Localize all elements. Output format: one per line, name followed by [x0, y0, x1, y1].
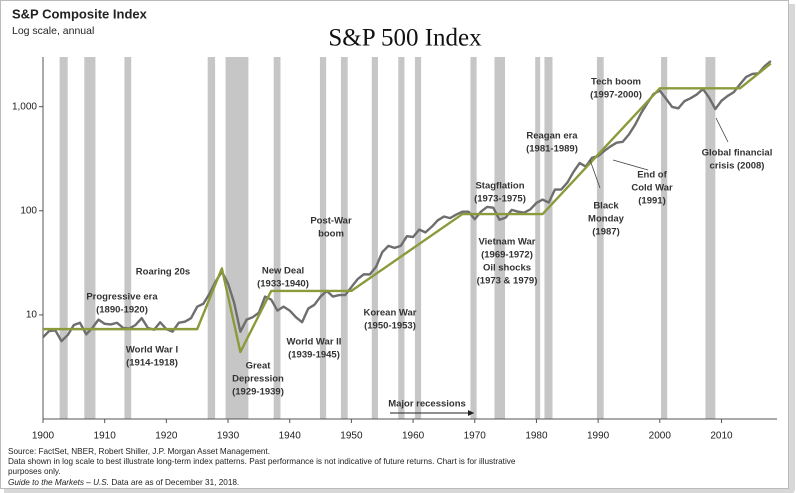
frame-shadow — [4, 489, 794, 493]
annotation: Tech boom — [591, 77, 641, 88]
annotation: Global financial — [702, 148, 773, 159]
x-tick-label: 1900 — [32, 431, 55, 442]
annotation: (1890-1920) — [96, 305, 148, 316]
footer-line: Guide to the Markets – U.S. Data are as … — [8, 478, 239, 487]
recession-band — [124, 57, 132, 419]
recession-band — [414, 57, 422, 419]
annotation: Reagan era — [526, 131, 578, 142]
annotation: Major recessions — [388, 399, 466, 410]
x-tick-label: 1970 — [464, 431, 487, 442]
annotation: (1933-1940) — [257, 279, 309, 290]
annotation: (1973-1975) — [474, 194, 526, 205]
recession-band — [596, 57, 604, 419]
annotation: (1987) — [592, 227, 619, 238]
footer-line: Source: FactSet, NBER, Robert Shiller, J… — [8, 447, 270, 456]
recession-band — [340, 57, 348, 419]
annotation: Roaring 20s — [136, 267, 190, 278]
recession-band — [59, 57, 68, 419]
lines — [42, 60, 772, 354]
annotation: Black — [593, 201, 619, 212]
annotation: End of — [637, 170, 667, 181]
annotation: Korean War — [364, 308, 417, 319]
recession-band — [535, 57, 541, 419]
annotation: World War I — [126, 345, 178, 356]
annotation: boom — [318, 229, 344, 240]
recession-band — [319, 57, 327, 419]
recession-band — [371, 57, 378, 419]
chart-title: S&P Composite Index — [12, 6, 148, 21]
annotation: (1929-1939) — [232, 387, 284, 398]
annotation: Post-War — [310, 216, 352, 227]
recession-band — [470, 57, 477, 419]
annotation: Monday — [588, 214, 625, 225]
annotation: (1991) — [638, 196, 665, 207]
y-tick-label: 10 — [26, 310, 38, 321]
x-tick-label: 1940 — [279, 431, 302, 442]
chart-subtitle: Log scale, annual — [12, 25, 94, 37]
recession-band — [661, 57, 668, 419]
annotation: (1969-1972) — [481, 250, 533, 261]
y-tick-label: 100 — [20, 205, 37, 216]
recession-band — [398, 57, 405, 419]
annotation: Great — [246, 361, 272, 372]
annotation-arrowhead — [468, 410, 474, 416]
recessions — [59, 57, 716, 419]
trend-line — [43, 62, 772, 354]
axes: 10 100 1,000 1900 1910 1920 1930 1940 1950 1960 19… — [12, 57, 777, 442]
x-tick-label: 1910 — [94, 431, 117, 442]
annotation: (1981-1989) — [526, 144, 578, 155]
y-tick-label: 1,000 — [12, 101, 37, 112]
recession-band — [84, 57, 96, 419]
recession-band — [207, 57, 216, 419]
annotation-leader — [612, 159, 649, 171]
annotation: Cold War — [631, 183, 673, 194]
x-tick-label: 1920 — [155, 431, 178, 442]
overlay-title: S&P 500 Index — [328, 25, 482, 52]
recession-band — [273, 57, 281, 419]
footer-line: Data shown in log scale to best illustra… — [8, 457, 516, 466]
footer-line: purposes only. — [8, 467, 61, 476]
x-tick-label: 2010 — [710, 431, 733, 442]
frame-shadow — [789, 4, 795, 491]
annotation: (1997-2000) — [590, 90, 642, 101]
annotation: Depression — [232, 374, 284, 385]
annotation: (1973 & 1979) — [477, 276, 538, 287]
labels: Progressive era (1890-1920) Roaring 20s Wor… — [86, 77, 772, 416]
x-tick-label: 1930 — [217, 431, 240, 442]
annotation: Stagflation — [475, 181, 524, 192]
annotation: Vietnam War — [478, 237, 535, 248]
recession-band — [705, 57, 716, 419]
annotation: World War II — [287, 337, 342, 348]
annotation: (1939-1945) — [288, 350, 340, 361]
annotation: Progressive era — [86, 292, 158, 303]
annotation: (1914-1918) — [126, 358, 178, 369]
x-tick-label: 2000 — [649, 431, 672, 442]
annotation: (1950-1953) — [364, 321, 416, 332]
recession-band — [494, 57, 505, 419]
footer-italic: Guide to the Markets – U.S. — [8, 478, 109, 487]
x-tick-label: 1960 — [402, 431, 425, 442]
recession-band — [544, 57, 553, 419]
x-tick-label: 1950 — [340, 431, 363, 442]
annotation-leader — [715, 117, 729, 143]
annotation: Oil shocks — [483, 263, 531, 274]
annotation: crisis (2008) — [710, 161, 765, 172]
annotation: New Deal — [262, 266, 304, 277]
annotation-leader — [589, 159, 601, 189]
x-tick-label: 1990 — [587, 431, 610, 442]
x-tick-label: 1980 — [525, 431, 548, 442]
footer-last: Data are as of December 31, 2018. — [111, 478, 239, 487]
